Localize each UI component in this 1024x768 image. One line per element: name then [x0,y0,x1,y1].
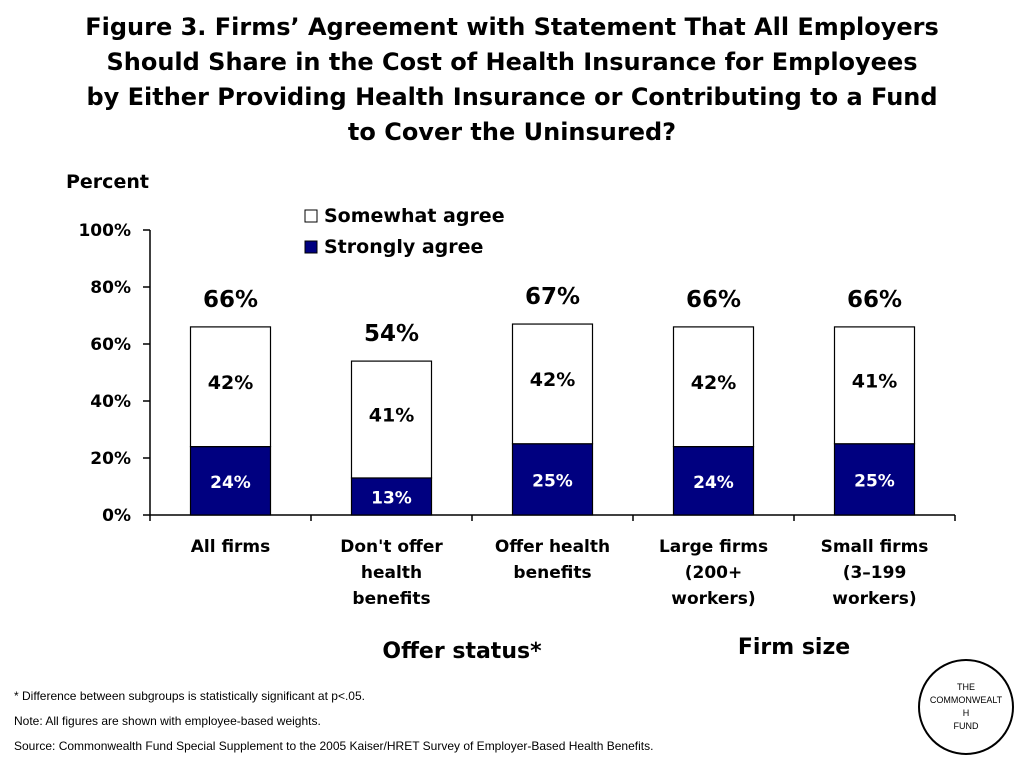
data-label: 41% [369,405,414,427]
chart-legend: Somewhat agree Strongly agree [304,205,505,258]
total-label: 66% [203,287,258,313]
data-label: 42% [530,369,575,391]
x-category-label: All firms [191,537,271,557]
data-label: 25% [854,471,895,491]
logo-text: COMMONWEALT [929,695,1003,705]
x-category-label: benefits [513,563,591,583]
total-label: 66% [847,287,902,313]
title-line: to Cover the Uninsured? [347,118,677,146]
y-tick-label: 80% [90,278,131,298]
bar-segment-somewhat-agree [672,326,755,448]
x-category-label: workers) [832,589,916,609]
bar-segment-strongly-agree [511,443,594,516]
legend-swatch [304,240,318,254]
legend-label: Strongly agree [324,236,483,258]
data-label: 24% [210,473,251,493]
bar-segment-somewhat-agree [189,326,272,448]
legend-label: Somewhat agree [324,205,505,227]
y-tick-label: 0% [102,506,131,526]
x-category-label: health [361,563,422,583]
x-category-label: benefits [352,589,430,609]
y-tick-label: 100% [78,221,131,241]
bar-segment-strongly-agree [189,446,272,516]
group-label-offer-status: Offer status* [382,639,542,664]
bar-segment-somewhat-agree [511,323,594,445]
y-tick-label: 20% [90,449,131,469]
total-label: 54% [364,321,419,347]
commonwealth-fund-logo: THE COMMONWEALT H FUND [918,659,1014,755]
total-label: 66% [686,287,741,313]
x-category-label: workers) [671,589,755,609]
data-label: 25% [532,471,573,491]
chart-labels: All firms Don't offer health benefits Offer … [191,284,929,664]
x-category-label: Large firms [659,537,768,557]
y-axis-label: Percent [66,171,149,193]
data-label: 42% [691,372,736,394]
footnote-weights: Note: All figures are shown with employe… [14,714,321,728]
bar-segment-strongly-agree [350,477,433,516]
y-tick-label: 40% [90,392,131,412]
logo-text: FUND [953,721,979,731]
data-label: 42% [208,372,253,394]
x-category-label: (200+ [685,563,743,583]
x-category-label: (3–199 [843,563,907,583]
logo-text: H [962,708,970,718]
footnote-significance: * Difference between subgroups is statis… [14,689,365,703]
title-line: Figure 3. Firms’ Agreement with Statemen… [85,13,939,41]
chart-axes: Percent 0% 20% 40% 60% 80% 100% [66,171,956,526]
bar-segment-strongly-agree [672,446,755,516]
footnote-source: Source: Commonwealth Fund Special Supple… [14,739,654,753]
x-category-label: Offer health [495,537,610,557]
data-label: 24% [693,473,734,493]
y-tick-label: 60% [90,335,131,355]
group-label-firm-size: Firm size [738,635,850,660]
chart-title: Figure 3. Firms’ Agreement with Statemen… [10,10,1014,150]
legend-swatch [304,209,318,223]
bar-segment-strongly-agree [833,443,916,516]
title-line: by Either Providing Health Insurance or … [86,83,938,111]
data-label: 41% [852,370,897,392]
bar-segment-somewhat-agree [350,360,433,479]
total-label: 67% [525,284,580,310]
data-label: 13% [371,488,412,508]
logo-text: THE [957,682,975,692]
bar-segment-somewhat-agree [833,326,916,445]
chart-bars [189,323,916,516]
x-category-label: Small firms [821,537,929,557]
x-category-label: Don't offer [340,537,443,557]
title-line: Should Share in the Cost of Health Insur… [106,48,918,76]
